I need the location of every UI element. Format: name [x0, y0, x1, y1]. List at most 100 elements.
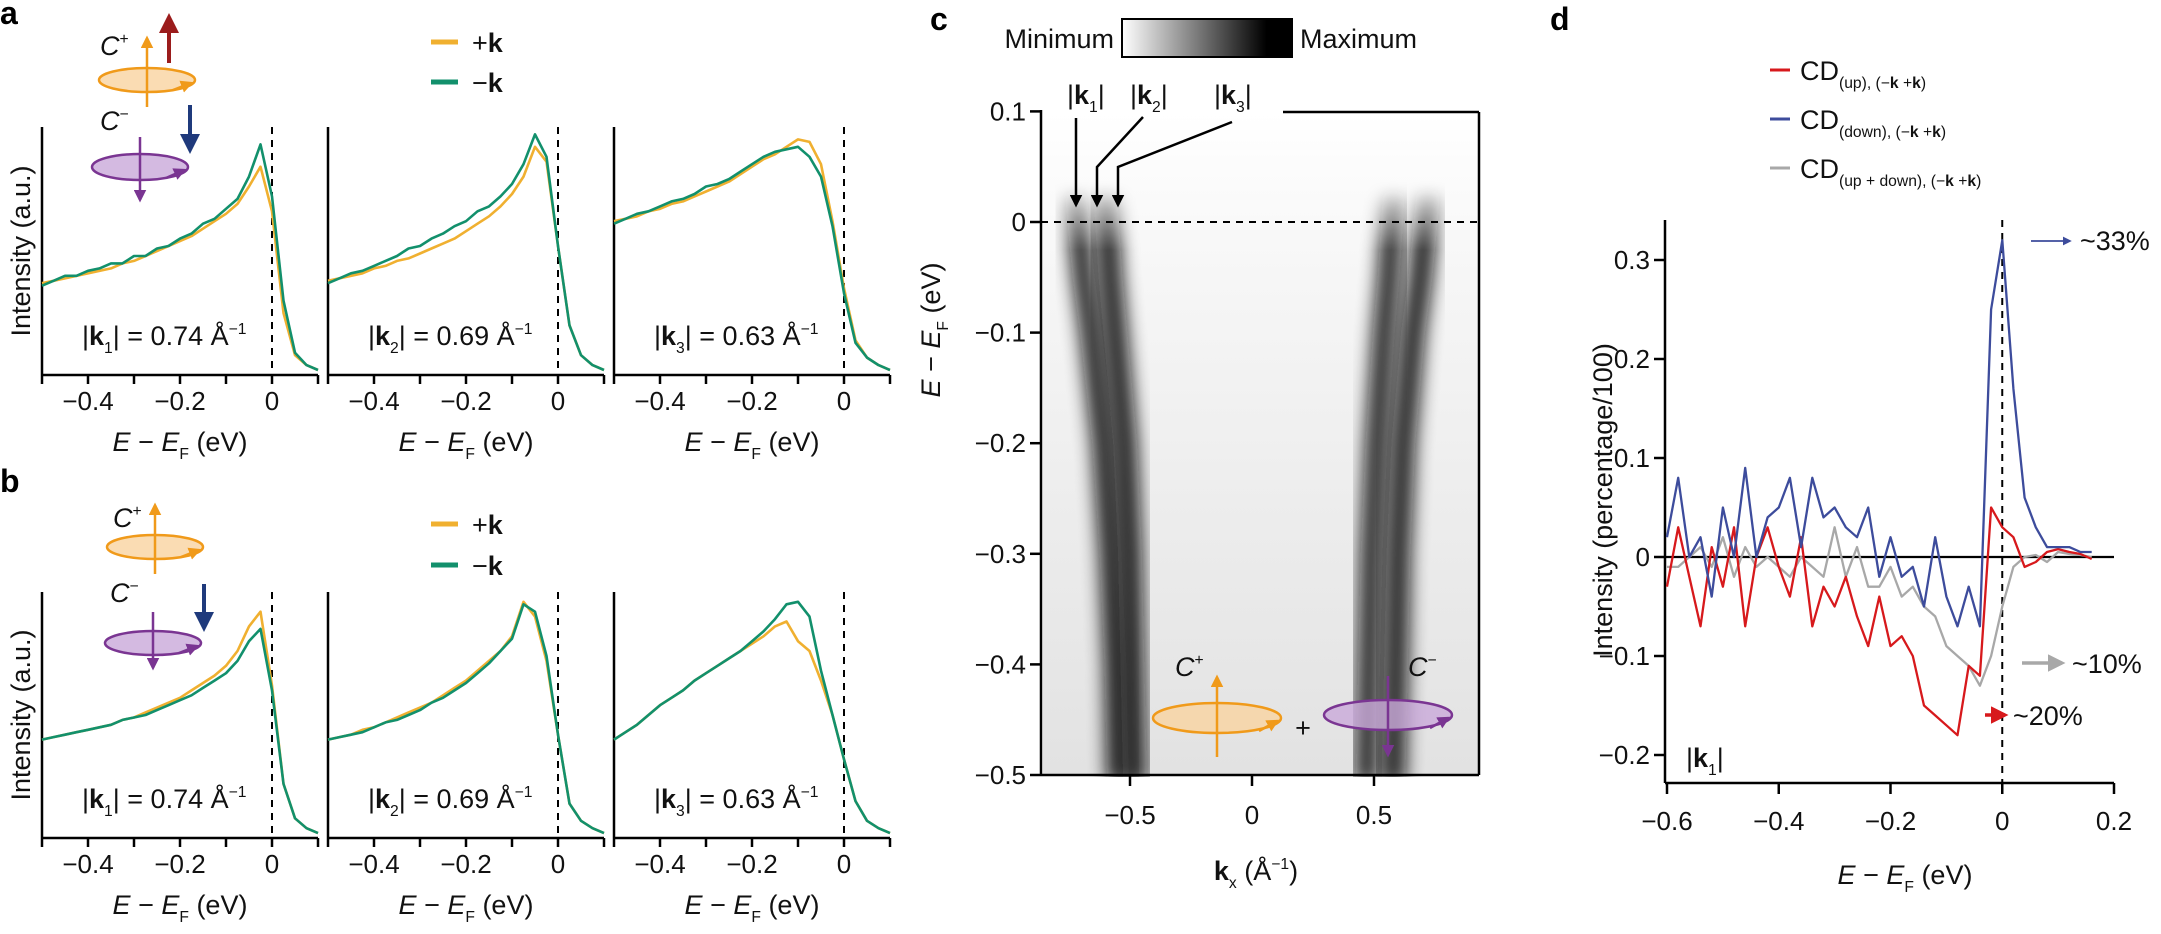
text-part: −1 [229, 321, 247, 338]
y-tick-label: −0.1 [975, 318, 1026, 348]
text-part: 0 [837, 386, 851, 416]
curve-minus-k [41, 627, 319, 835]
colorbar-min-label: Minimum [1004, 24, 1114, 54]
y-tick-label: −0.4 [975, 649, 1026, 679]
text-part: −0.4 [634, 849, 685, 879]
panel-a: a+k−kC+C−Intensity (a.u.)−0.4 −0.2 0E − EF… [0, 0, 892, 463]
text-part: −0.4 [1753, 806, 1804, 836]
text-part: | [399, 321, 406, 351]
text-part: k [1890, 75, 1899, 92]
panel-b: b+k−kC+C−Intensity (a.u.)−0.4 −0.2 0E − EF… [0, 463, 892, 926]
text-part: F [179, 446, 189, 463]
text-part: | [113, 321, 120, 351]
text-part: 1 [1089, 99, 1098, 116]
text-part: + [472, 28, 488, 58]
x-tick-label: −0.2 [440, 386, 491, 416]
text-part: − [120, 106, 129, 123]
k-marker-label: |k1| [1067, 80, 1105, 116]
text-part: −0.2 [975, 428, 1026, 458]
text-part: 0.2 [1614, 344, 1650, 374]
text-part: k [1912, 75, 1921, 92]
panel-label: d [1550, 1, 1570, 37]
text-part: k [1693, 743, 1709, 773]
text-part: E [447, 890, 466, 920]
x-axis-label: E − EF (eV) [113, 427, 248, 463]
text-part: Intensity (percentage/100) [1588, 343, 1618, 657]
text-part: k [1945, 173, 1954, 190]
text-part: −1 [229, 784, 247, 801]
text-part: k [375, 321, 391, 351]
text-part: − [130, 578, 139, 595]
text-part: Maximum [1300, 24, 1417, 54]
legend-item-plus-k: +k [431, 510, 504, 540]
text-part: ) [1976, 173, 1981, 190]
x-tick-label: 0 [265, 849, 279, 879]
c-minus-label: C− [100, 106, 129, 136]
x-tick-label: −0.2 [726, 386, 777, 416]
subplot-3: −0.4 −0.2 0E − EF (eV)|k3| = 0.63 Å−1 [612, 592, 892, 926]
legend-item-cd-up-down: CD(up + down), (−k +k) [1770, 154, 1981, 190]
subplot-2: −0.4 −0.2 0E − EF (eV)|k2| = 0.69 Å−1 [326, 127, 606, 463]
text-part: k [488, 28, 504, 58]
text-part: k [1221, 80, 1237, 110]
k-value-label: |k2| = 0.69 Å−1 [368, 320, 532, 357]
text-part: 0 [837, 849, 851, 879]
text-part: | [1130, 80, 1137, 110]
text-part: | [1161, 80, 1168, 110]
text-part: −0.2 [154, 849, 205, 879]
text-part: = 0.69 Å [406, 783, 515, 814]
k-value-label: |k3| = 0.63 Å−1 [654, 320, 818, 357]
curve-minus-k [327, 133, 605, 372]
text-part: (eV) [475, 890, 534, 920]
k-marker-label: |k3| [1214, 80, 1252, 116]
text-part: −0.4 [975, 649, 1026, 679]
x-axis-label: E − EF (eV) [399, 427, 534, 463]
y-tick-label: −0.3 [975, 539, 1026, 569]
text-part: −0.3 [975, 539, 1026, 569]
y-axis-label: Intensity (a.u.) [6, 629, 36, 800]
x-tick-label: −0.2 [1865, 806, 1916, 836]
text-part: −0.2 [726, 386, 777, 416]
text-part: C [100, 106, 120, 136]
text-part: −0.2 [154, 386, 205, 416]
curve-minus-k [613, 145, 891, 372]
text-part: + [1295, 713, 1311, 743]
y-tick-label: 0 [1636, 542, 1650, 572]
k2-arrow-icon [1090, 116, 1144, 208]
text-part: − [417, 890, 448, 920]
legend-label: CD(up), (−k +k) [1800, 56, 1926, 92]
text-part: Minimum [1004, 24, 1114, 54]
rotation-arrow-icon [1258, 719, 1280, 733]
text-part: | [368, 321, 375, 351]
curve-minus-k [613, 600, 891, 835]
text-part: Intensity (a.u.) [6, 629, 36, 800]
text-part: F [751, 909, 761, 926]
text-part: E [399, 890, 418, 920]
legend-label: −k [472, 551, 504, 581]
text-part: 2 [390, 340, 399, 357]
text-part: CD [1800, 105, 1839, 135]
text-part: ~20% [2013, 701, 2083, 731]
text-part: 0.1 [1614, 443, 1650, 473]
text-part: + [1919, 124, 1933, 141]
x-tick-label: −0.4 [62, 849, 113, 879]
c-plus-label: C+ [113, 503, 142, 533]
curve-minus-k [327, 603, 605, 835]
text-part: | [1245, 80, 1252, 110]
text-part: | [654, 784, 661, 814]
x-tick-label: −0.4 [62, 386, 113, 416]
text-part: ~10% [2072, 649, 2142, 679]
text-part: + [472, 510, 488, 540]
text-part: (eV) [761, 427, 820, 457]
text-part: 2 [390, 803, 399, 820]
x-tick-label: −0.4 [634, 386, 685, 416]
subplot-2: −0.4 −0.2 0E − EF (eV)|k2| = 0.69 Å−1 [326, 592, 606, 926]
x-tick-label: −0.2 [154, 849, 205, 879]
legend-item-minus-k: −k [431, 551, 504, 581]
text-part: F [935, 321, 952, 331]
legend-item-cd-down: CD(down), (−k +k) [1770, 105, 1946, 141]
text-part: −0.2 [1865, 806, 1916, 836]
legend-item-minus-k: −k [431, 68, 504, 98]
